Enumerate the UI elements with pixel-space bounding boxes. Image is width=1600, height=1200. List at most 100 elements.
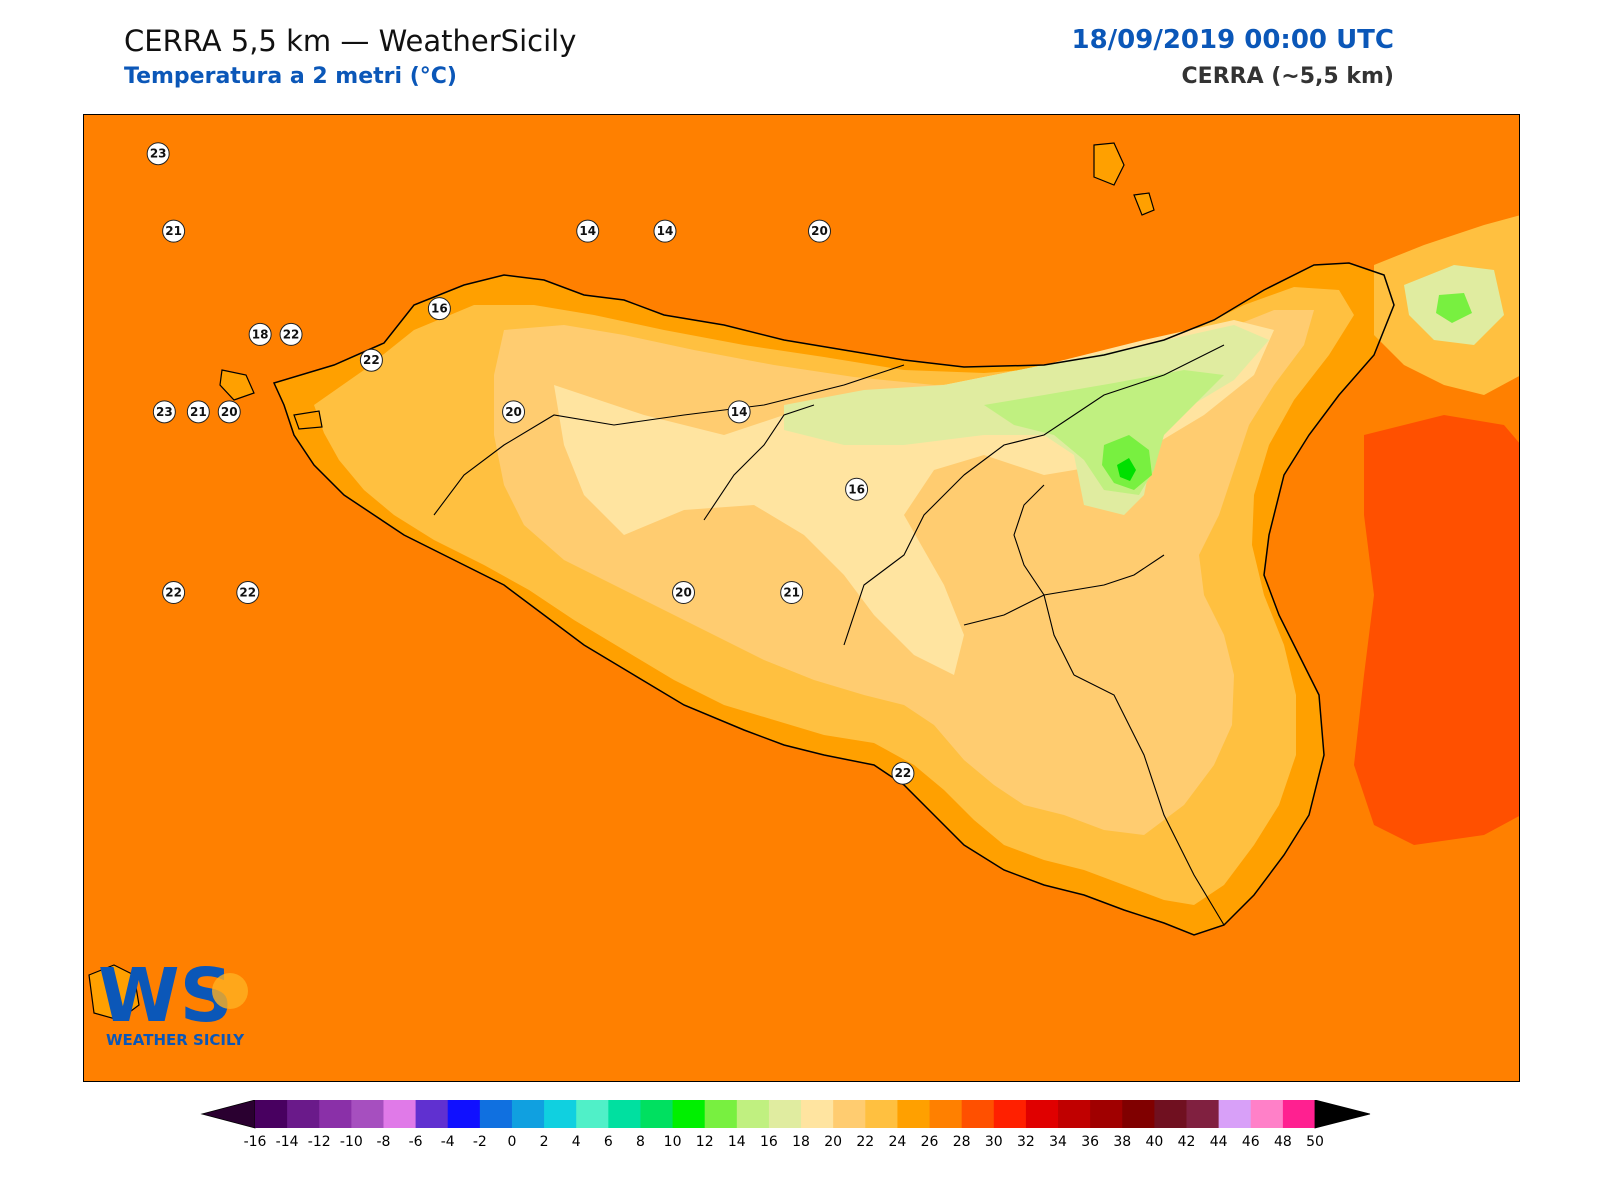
colorbar-tick-label: 46	[1242, 1134, 1260, 1150]
colorbar-swatch	[768, 1100, 802, 1128]
station-marker: 14	[653, 219, 677, 243]
station-circle	[146, 142, 170, 166]
colorbar-tick-label: 10	[664, 1134, 682, 1150]
colorbar-swatch	[1058, 1100, 1091, 1128]
station-circle	[279, 322, 303, 346]
station-marker: 20	[217, 400, 241, 424]
colorbar-tick-label: 40	[1145, 1134, 1163, 1150]
colorbar-swatch	[351, 1100, 384, 1128]
station-value: 22	[283, 327, 300, 341]
colorbar-tick-label: 48	[1274, 1134, 1292, 1150]
colorbar-tick-label: -10	[340, 1134, 363, 1150]
station-value: 20	[221, 405, 238, 419]
colorbar-tick-label: -14	[276, 1134, 299, 1150]
colorbar: -16 -14 -12 -10 -8 -6 -4 -2 0 2 4 6 8 10 12 14 16 18 20 22 2…	[200, 1100, 1371, 1150]
station-value: 23	[150, 147, 167, 161]
colorbar-tick-label: 12	[696, 1134, 714, 1150]
station-marker: 14	[576, 219, 600, 243]
colorbar-max-arrow	[1314, 1100, 1371, 1129]
station-circle	[359, 348, 383, 372]
station-marker: 22	[279, 322, 303, 346]
colorbar-tick-label: 42	[1178, 1134, 1196, 1150]
weather-sicily-logo: WS WEATHER SICILY	[98, 953, 248, 1049]
model-label: CERRA (~5,5 km)	[1181, 64, 1394, 89]
map-canvas: 22 22 22 23 21 20 21 18 22 16 20 20 21 22 16 14 14 14 20 23…	[84, 115, 1519, 1081]
station-circle	[236, 581, 260, 605]
station-circle	[576, 219, 600, 243]
station-circle	[807, 219, 831, 243]
station-marker: 21	[162, 219, 186, 243]
station-value: 18	[252, 327, 269, 341]
station-value: 22	[363, 353, 380, 367]
colorbar-swatch	[929, 1100, 963, 1128]
station-circle	[845, 477, 869, 501]
station-value: 20	[811, 224, 828, 238]
colorbar-tick-label: 0	[508, 1134, 517, 1150]
station-value: 20	[505, 405, 522, 419]
station-circle	[891, 761, 915, 785]
colorbar-tick-label: 24	[889, 1134, 907, 1150]
temperature-map: 22 22 22 23 21 20 21 18 22 16 20 20 21 22 16 14 14 14 20 23…	[83, 114, 1520, 1082]
station-value: 21	[783, 586, 800, 600]
station-circle	[653, 219, 677, 243]
colorbar-tick-label: 44	[1210, 1134, 1228, 1150]
colorbar-swatch	[1154, 1100, 1188, 1128]
colorbar-tick-label: 50	[1306, 1134, 1324, 1150]
station-circle	[186, 400, 210, 424]
colorbar-tick-label: 8	[636, 1134, 645, 1150]
station-value: 21	[190, 405, 207, 419]
station-value: 20	[675, 586, 692, 600]
colorbar-swatch	[1090, 1100, 1123, 1128]
station-marker: 23	[146, 142, 170, 166]
colorbar-swatch	[1218, 1100, 1252, 1128]
colorbar-swatch	[736, 1100, 770, 1128]
station-circle	[248, 322, 272, 346]
station-circle	[217, 400, 241, 424]
valid-datetime: 18/09/2019 00:00 UTC	[1071, 25, 1394, 55]
station-marker: 22	[162, 581, 186, 605]
colorbar-swatch	[255, 1100, 288, 1128]
colorbar-tick-label: -8	[377, 1134, 391, 1150]
station-circle	[672, 581, 696, 605]
station-marker: 21	[780, 581, 804, 605]
colorbar-tick-label: 4	[572, 1134, 581, 1150]
station-marker: 14	[727, 400, 751, 424]
station-marker: 23	[152, 400, 176, 424]
colorbar-swatch	[383, 1100, 417, 1128]
colorbar-swatch	[287, 1100, 320, 1128]
colorbar-swatch	[801, 1100, 834, 1128]
colorbar-tick-label: 38	[1113, 1134, 1131, 1150]
station-marker: 22	[236, 581, 260, 605]
station-circle	[427, 297, 451, 321]
etna-zone-8	[1117, 458, 1136, 481]
colorbar-swatch	[865, 1100, 898, 1128]
colorbar-swatch	[640, 1100, 674, 1128]
colorbar-swatches	[200, 1100, 1371, 1129]
colorbar-swatch	[1250, 1100, 1284, 1128]
colorbar-swatch	[576, 1100, 609, 1128]
colorbar-swatch	[1122, 1100, 1155, 1128]
colorbar-swatch	[1025, 1100, 1059, 1128]
map-subtitle: Temperatura a 2 metri (°C)	[124, 64, 457, 89]
colorbar-tick-label: -4	[441, 1134, 455, 1150]
lipari-islands	[1093, 142, 1155, 216]
colorbar-tick-label: 30	[985, 1134, 1003, 1150]
station-value: 23	[156, 405, 173, 419]
map-title: CERRA 5,5 km — WeatherSicily	[124, 24, 577, 58]
colorbar-swatch	[479, 1100, 513, 1128]
calabria-green	[1436, 293, 1472, 323]
station-value: 16	[848, 482, 865, 496]
station-value: 14	[657, 224, 674, 238]
sun-icon	[212, 973, 248, 1009]
colorbar-tick-label: 16	[760, 1134, 778, 1150]
colorbar-tick-label: 2	[540, 1134, 549, 1150]
station-circle	[780, 581, 804, 605]
colorbar-swatch	[511, 1100, 545, 1128]
colorbar-swatch	[704, 1100, 738, 1128]
colorbar-swatch	[1186, 1100, 1220, 1128]
station-marker: 20	[502, 400, 526, 424]
station-marker: 21	[186, 400, 210, 424]
station-marker: 18	[248, 322, 272, 346]
colorbar-swatch	[415, 1100, 449, 1128]
colorbar-tick-label: 34	[1049, 1134, 1067, 1150]
